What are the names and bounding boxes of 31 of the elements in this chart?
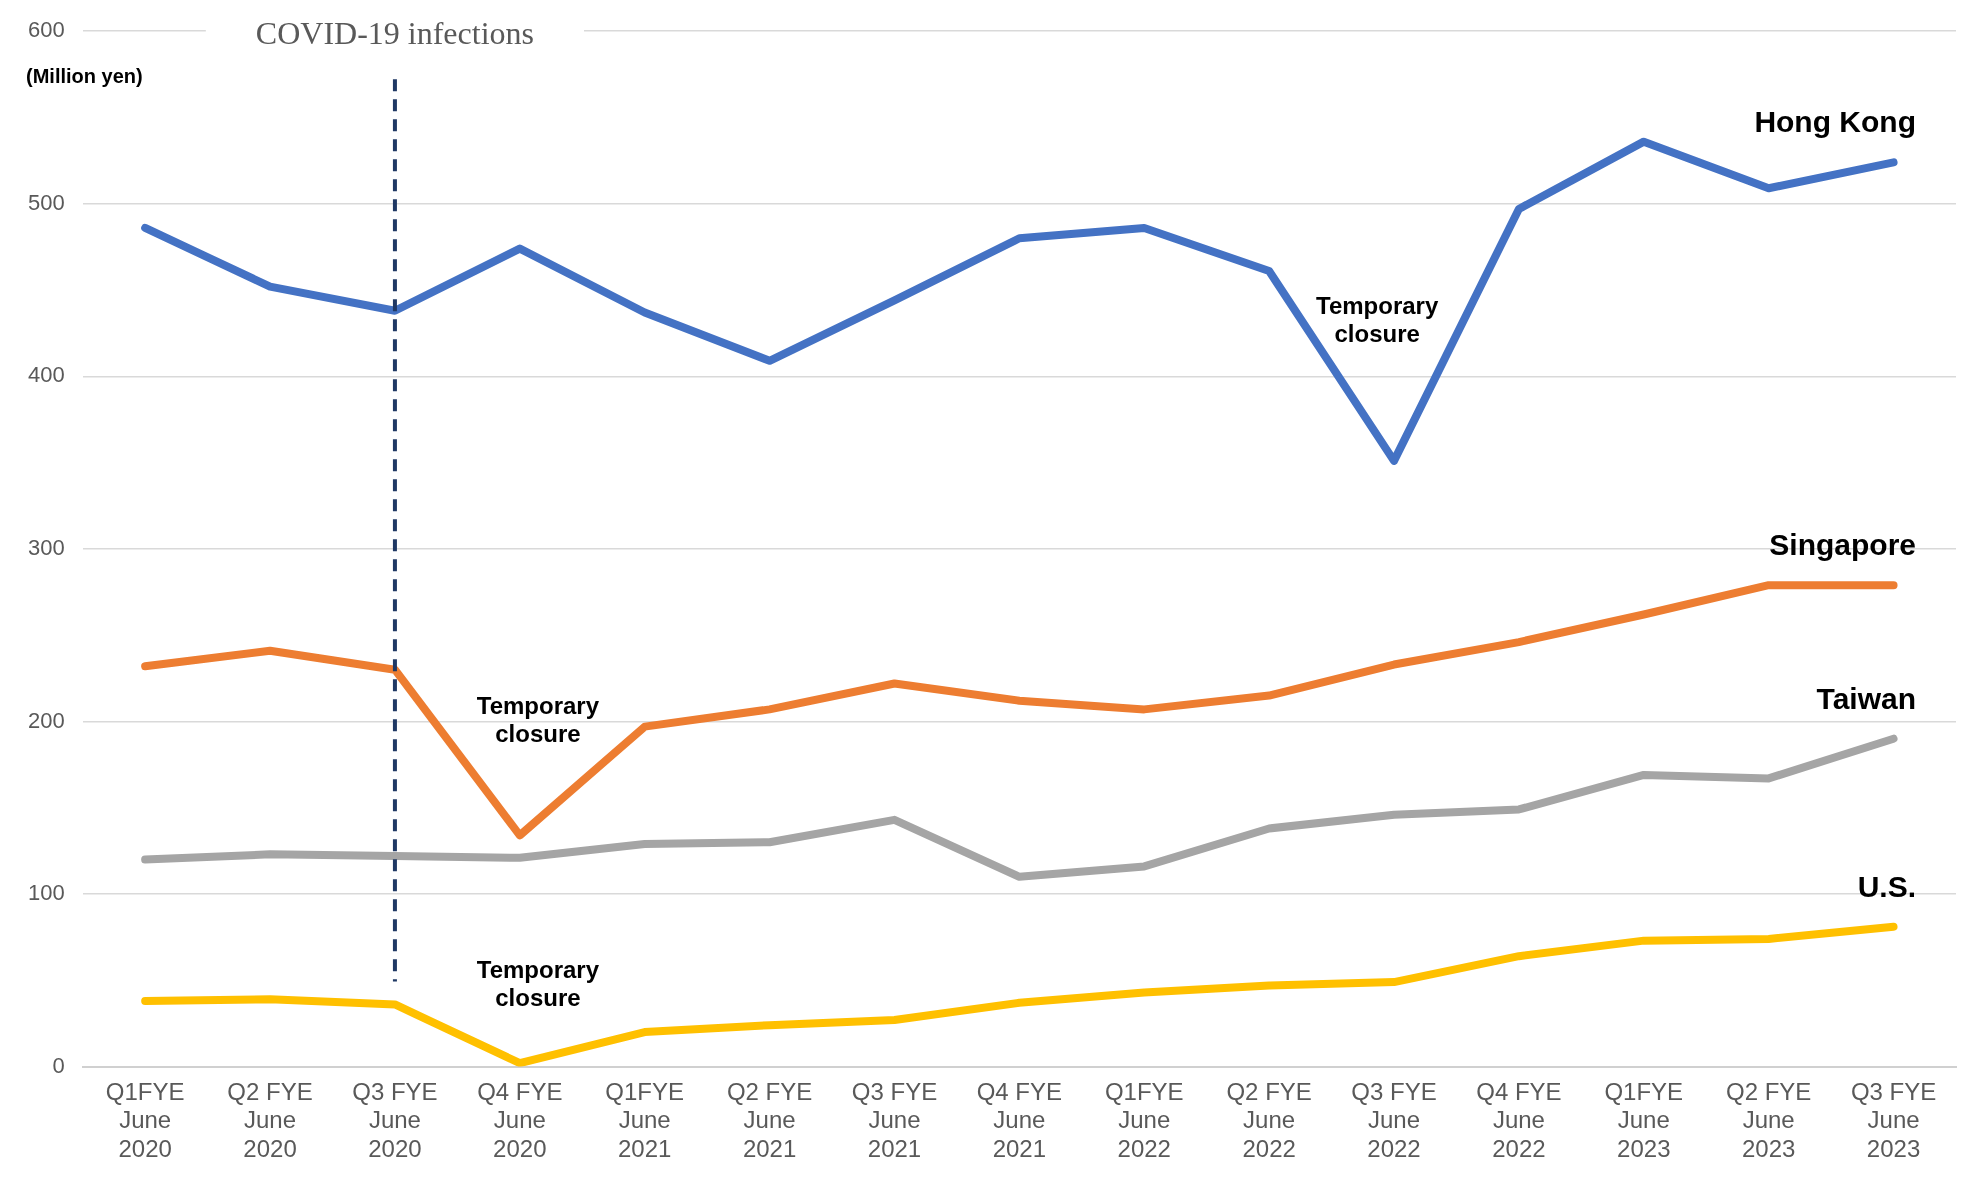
series-label: U.S. (1857, 869, 1916, 903)
x-tick-label: Q1FYE June 2021 (605, 1077, 685, 1163)
x-tick-label: Q3 FYE June 2020 (352, 1077, 438, 1163)
y-tick-label: 200 (27, 707, 65, 733)
x-tick-label: Q4 FYE June 2022 (1476, 1077, 1562, 1163)
x-tick-label: Q2 FYE June 2023 (1725, 1077, 1812, 1163)
y-axis-title: (Million yen) (26, 64, 143, 87)
x-tick-label: Q2 FYE June 2022 (1226, 1077, 1312, 1163)
y-tick-label: 100 (27, 880, 65, 906)
x-tick-label: Q3 FYE June 2022 (1351, 1077, 1437, 1163)
annotation: Temporary closure (1316, 291, 1439, 347)
series-label: Hong Kong (1754, 105, 1916, 139)
x-tick-label: Q3 FYE June 2023 (1850, 1077, 1937, 1163)
x-tick-label: Q2 FYE June 2020 (227, 1077, 313, 1163)
x-tick-label: Q4 FYE June 2020 (477, 1077, 563, 1163)
x-tick-label: Q1FYE June 2022 (1104, 1077, 1184, 1163)
y-tick-label: 500 (27, 189, 65, 215)
x-tick-label: Q4 FYE June 2021 (976, 1077, 1063, 1163)
ref-line-label: COVID-19 infections (255, 14, 535, 51)
annotation: Temporary closure (476, 956, 600, 1012)
y-tick-label: 300 (27, 534, 65, 560)
annotation: Temporary closure (476, 692, 600, 748)
series-label: Singapore (1769, 528, 1916, 562)
y-tick-label: 0 (52, 1052, 65, 1078)
series-label: Taiwan (1816, 681, 1916, 715)
x-tick-label: Q1FYE June 2020 (105, 1077, 185, 1163)
x-tick-label: Q1FYE June 2023 (1604, 1077, 1684, 1163)
y-tick-label: 400 (27, 362, 65, 388)
x-tick-label: Q3 FYE June 2021 (851, 1077, 938, 1163)
x-tick-label: Q2 FYE June 2021 (726, 1077, 813, 1163)
y-tick-label: 600 (27, 17, 65, 43)
